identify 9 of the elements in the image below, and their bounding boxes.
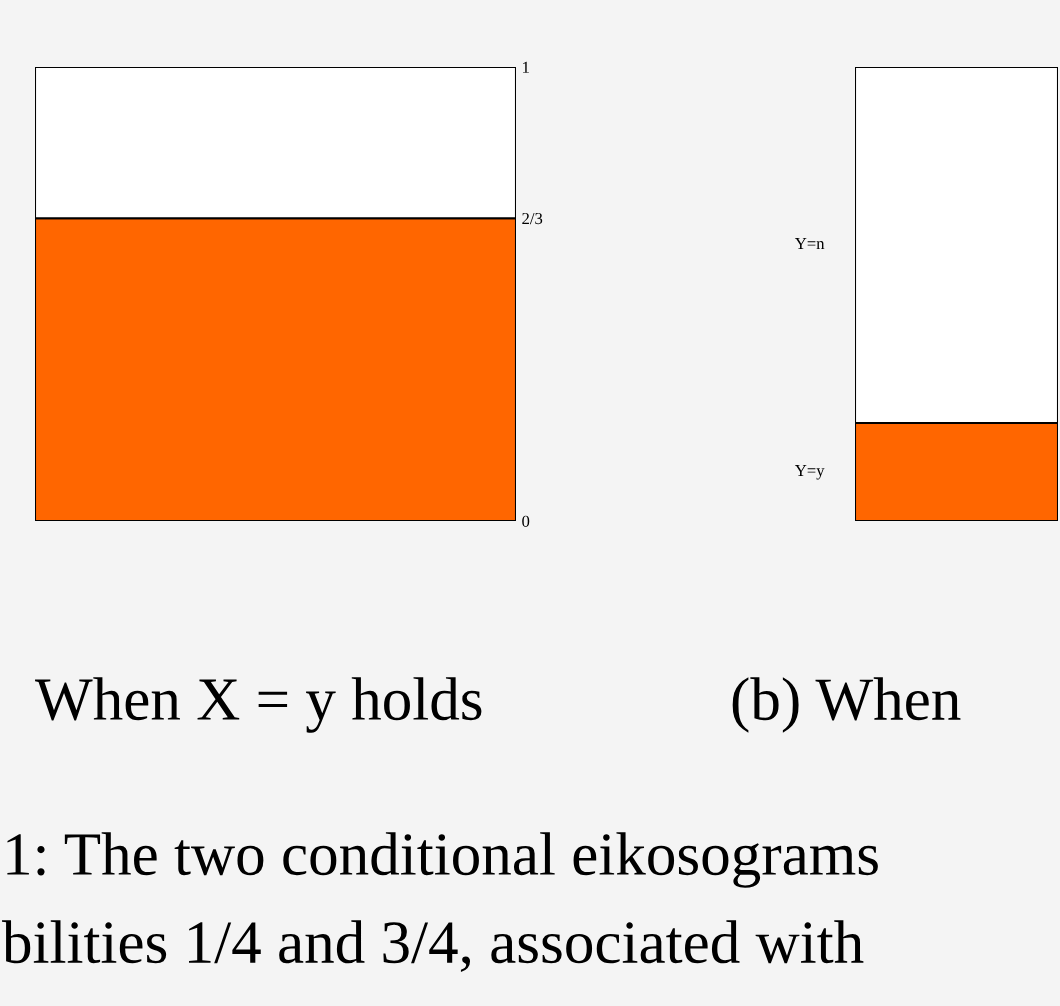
y-tick-label: 0 xyxy=(522,515,530,527)
y-tick-label: 1 xyxy=(523,61,529,73)
series-label: Y=y xyxy=(794,465,825,480)
text: When X = y holds xyxy=(35,677,482,733)
y-tick-label: 2/3 xyxy=(522,212,543,225)
text: bilities 1/4 and 3/4, associated with xyxy=(2,920,864,973)
series-label: Y=n xyxy=(794,238,825,249)
text: (b) When xyxy=(732,677,961,733)
text: 1: The two conditional eikosograms xyxy=(7,832,878,888)
